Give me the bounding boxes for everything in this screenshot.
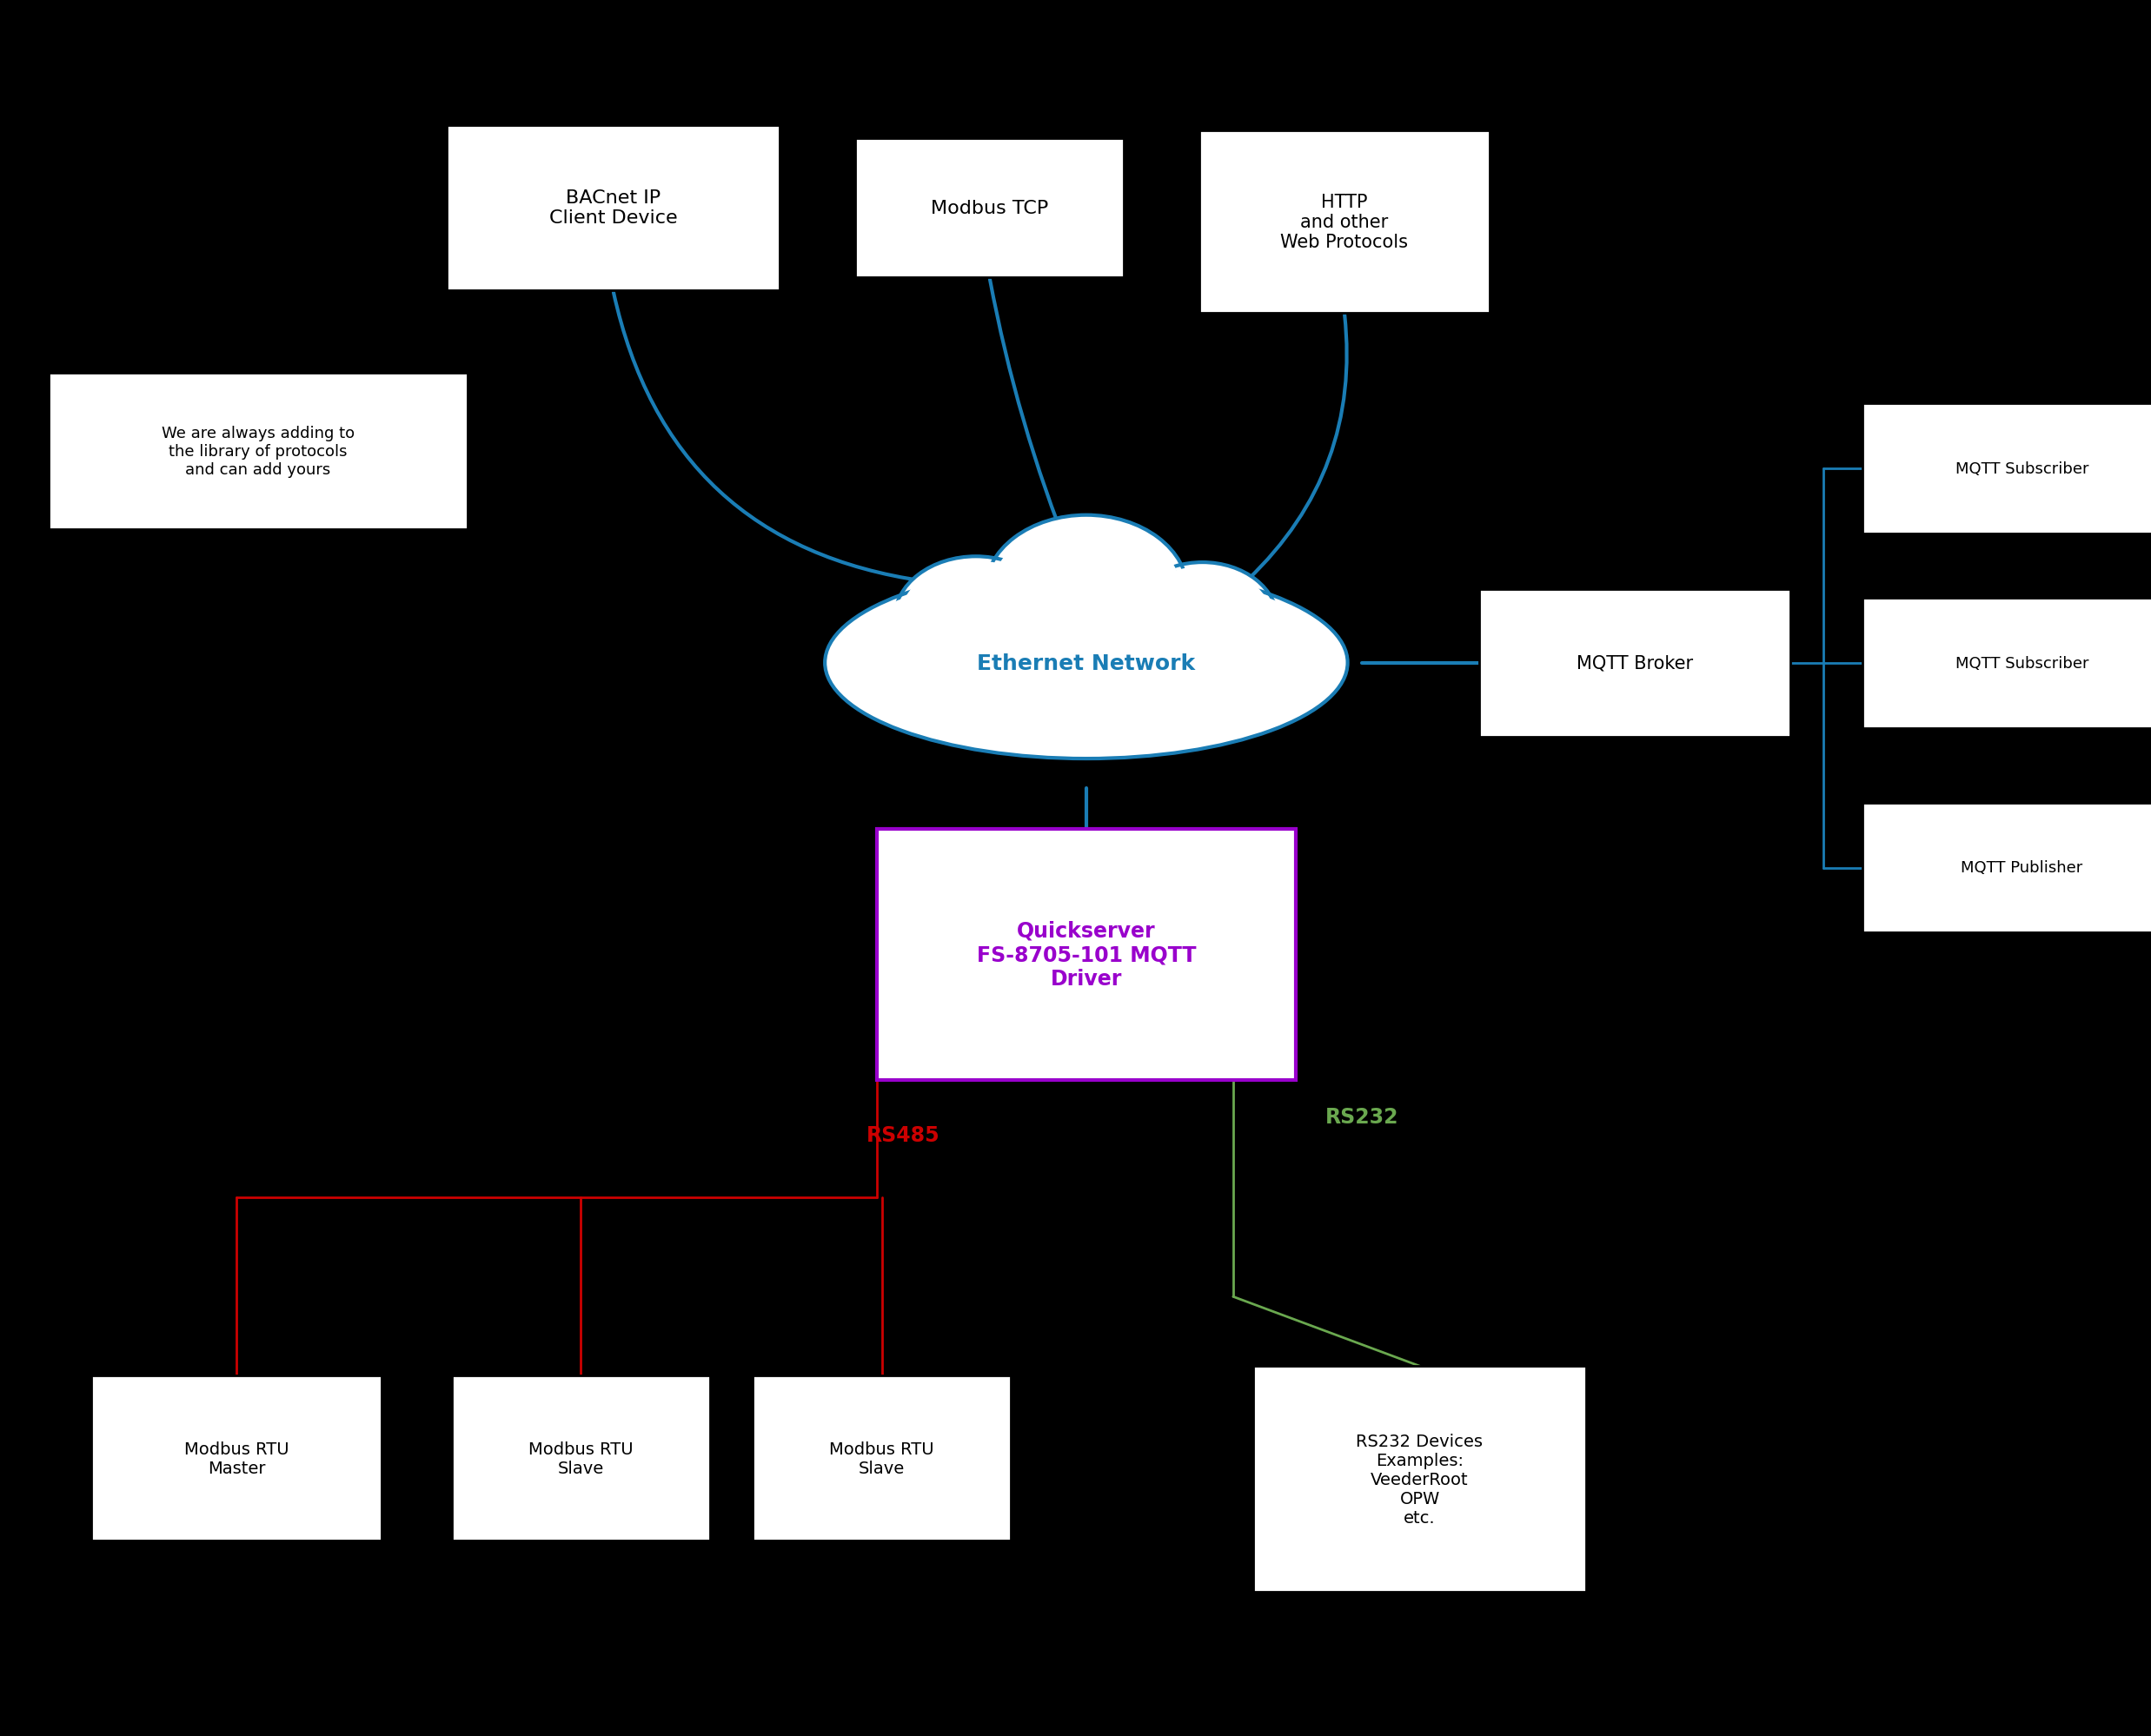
Ellipse shape	[832, 569, 1340, 757]
Text: Ethernet Network: Ethernet Network	[977, 653, 1196, 674]
Text: Modbus RTU
Slave: Modbus RTU Slave	[529, 1441, 632, 1476]
Text: Modbus RTU
Master: Modbus RTU Master	[185, 1441, 288, 1476]
Text: HTTP
and other
Web Protocols: HTTP and other Web Protocols	[1280, 193, 1409, 252]
Ellipse shape	[895, 557, 1058, 681]
FancyBboxPatch shape	[1863, 404, 2151, 535]
Text: We are always adding to
the library of protocols
and can add yours: We are always adding to the library of p…	[161, 425, 355, 477]
Ellipse shape	[992, 521, 1181, 663]
Ellipse shape	[985, 516, 1187, 668]
Text: Quickserver
FS-8705-101 MQTT
Driver: Quickserver FS-8705-101 MQTT Driver	[977, 920, 1196, 990]
FancyBboxPatch shape	[445, 127, 779, 292]
Text: RS485: RS485	[867, 1125, 940, 1146]
Text: Modbus TCP: Modbus TCP	[931, 200, 1048, 217]
Ellipse shape	[824, 568, 1347, 759]
Text: MQTT Subscriber: MQTT Subscriber	[1955, 460, 2089, 477]
Text: MQTT Subscriber: MQTT Subscriber	[1955, 654, 2089, 672]
Text: Modbus RTU
Slave: Modbus RTU Slave	[830, 1441, 934, 1476]
Text: MQTT Publisher: MQTT Publisher	[1962, 859, 2082, 877]
Text: MQTT Broker: MQTT Broker	[1577, 654, 1693, 672]
Ellipse shape	[1131, 568, 1273, 677]
Text: RS232: RS232	[1325, 1108, 1398, 1128]
FancyBboxPatch shape	[90, 1375, 383, 1542]
Ellipse shape	[901, 561, 1052, 677]
Text: RS232 Devices
Examples:
VeederRoot
OPW
etc.: RS232 Devices Examples: VeederRoot OPW e…	[1357, 1432, 1482, 1526]
FancyBboxPatch shape	[1252, 1366, 1587, 1592]
FancyBboxPatch shape	[1863, 804, 2151, 934]
FancyBboxPatch shape	[878, 830, 1295, 1080]
Text: BACnet IP
Client Device: BACnet IP Client Device	[549, 189, 678, 227]
FancyBboxPatch shape	[1480, 590, 1790, 736]
FancyBboxPatch shape	[47, 373, 469, 529]
FancyBboxPatch shape	[1200, 132, 1488, 312]
Ellipse shape	[1127, 562, 1278, 681]
FancyBboxPatch shape	[753, 1375, 1011, 1542]
FancyBboxPatch shape	[1863, 597, 2151, 729]
FancyBboxPatch shape	[452, 1375, 710, 1542]
FancyBboxPatch shape	[856, 139, 1123, 278]
